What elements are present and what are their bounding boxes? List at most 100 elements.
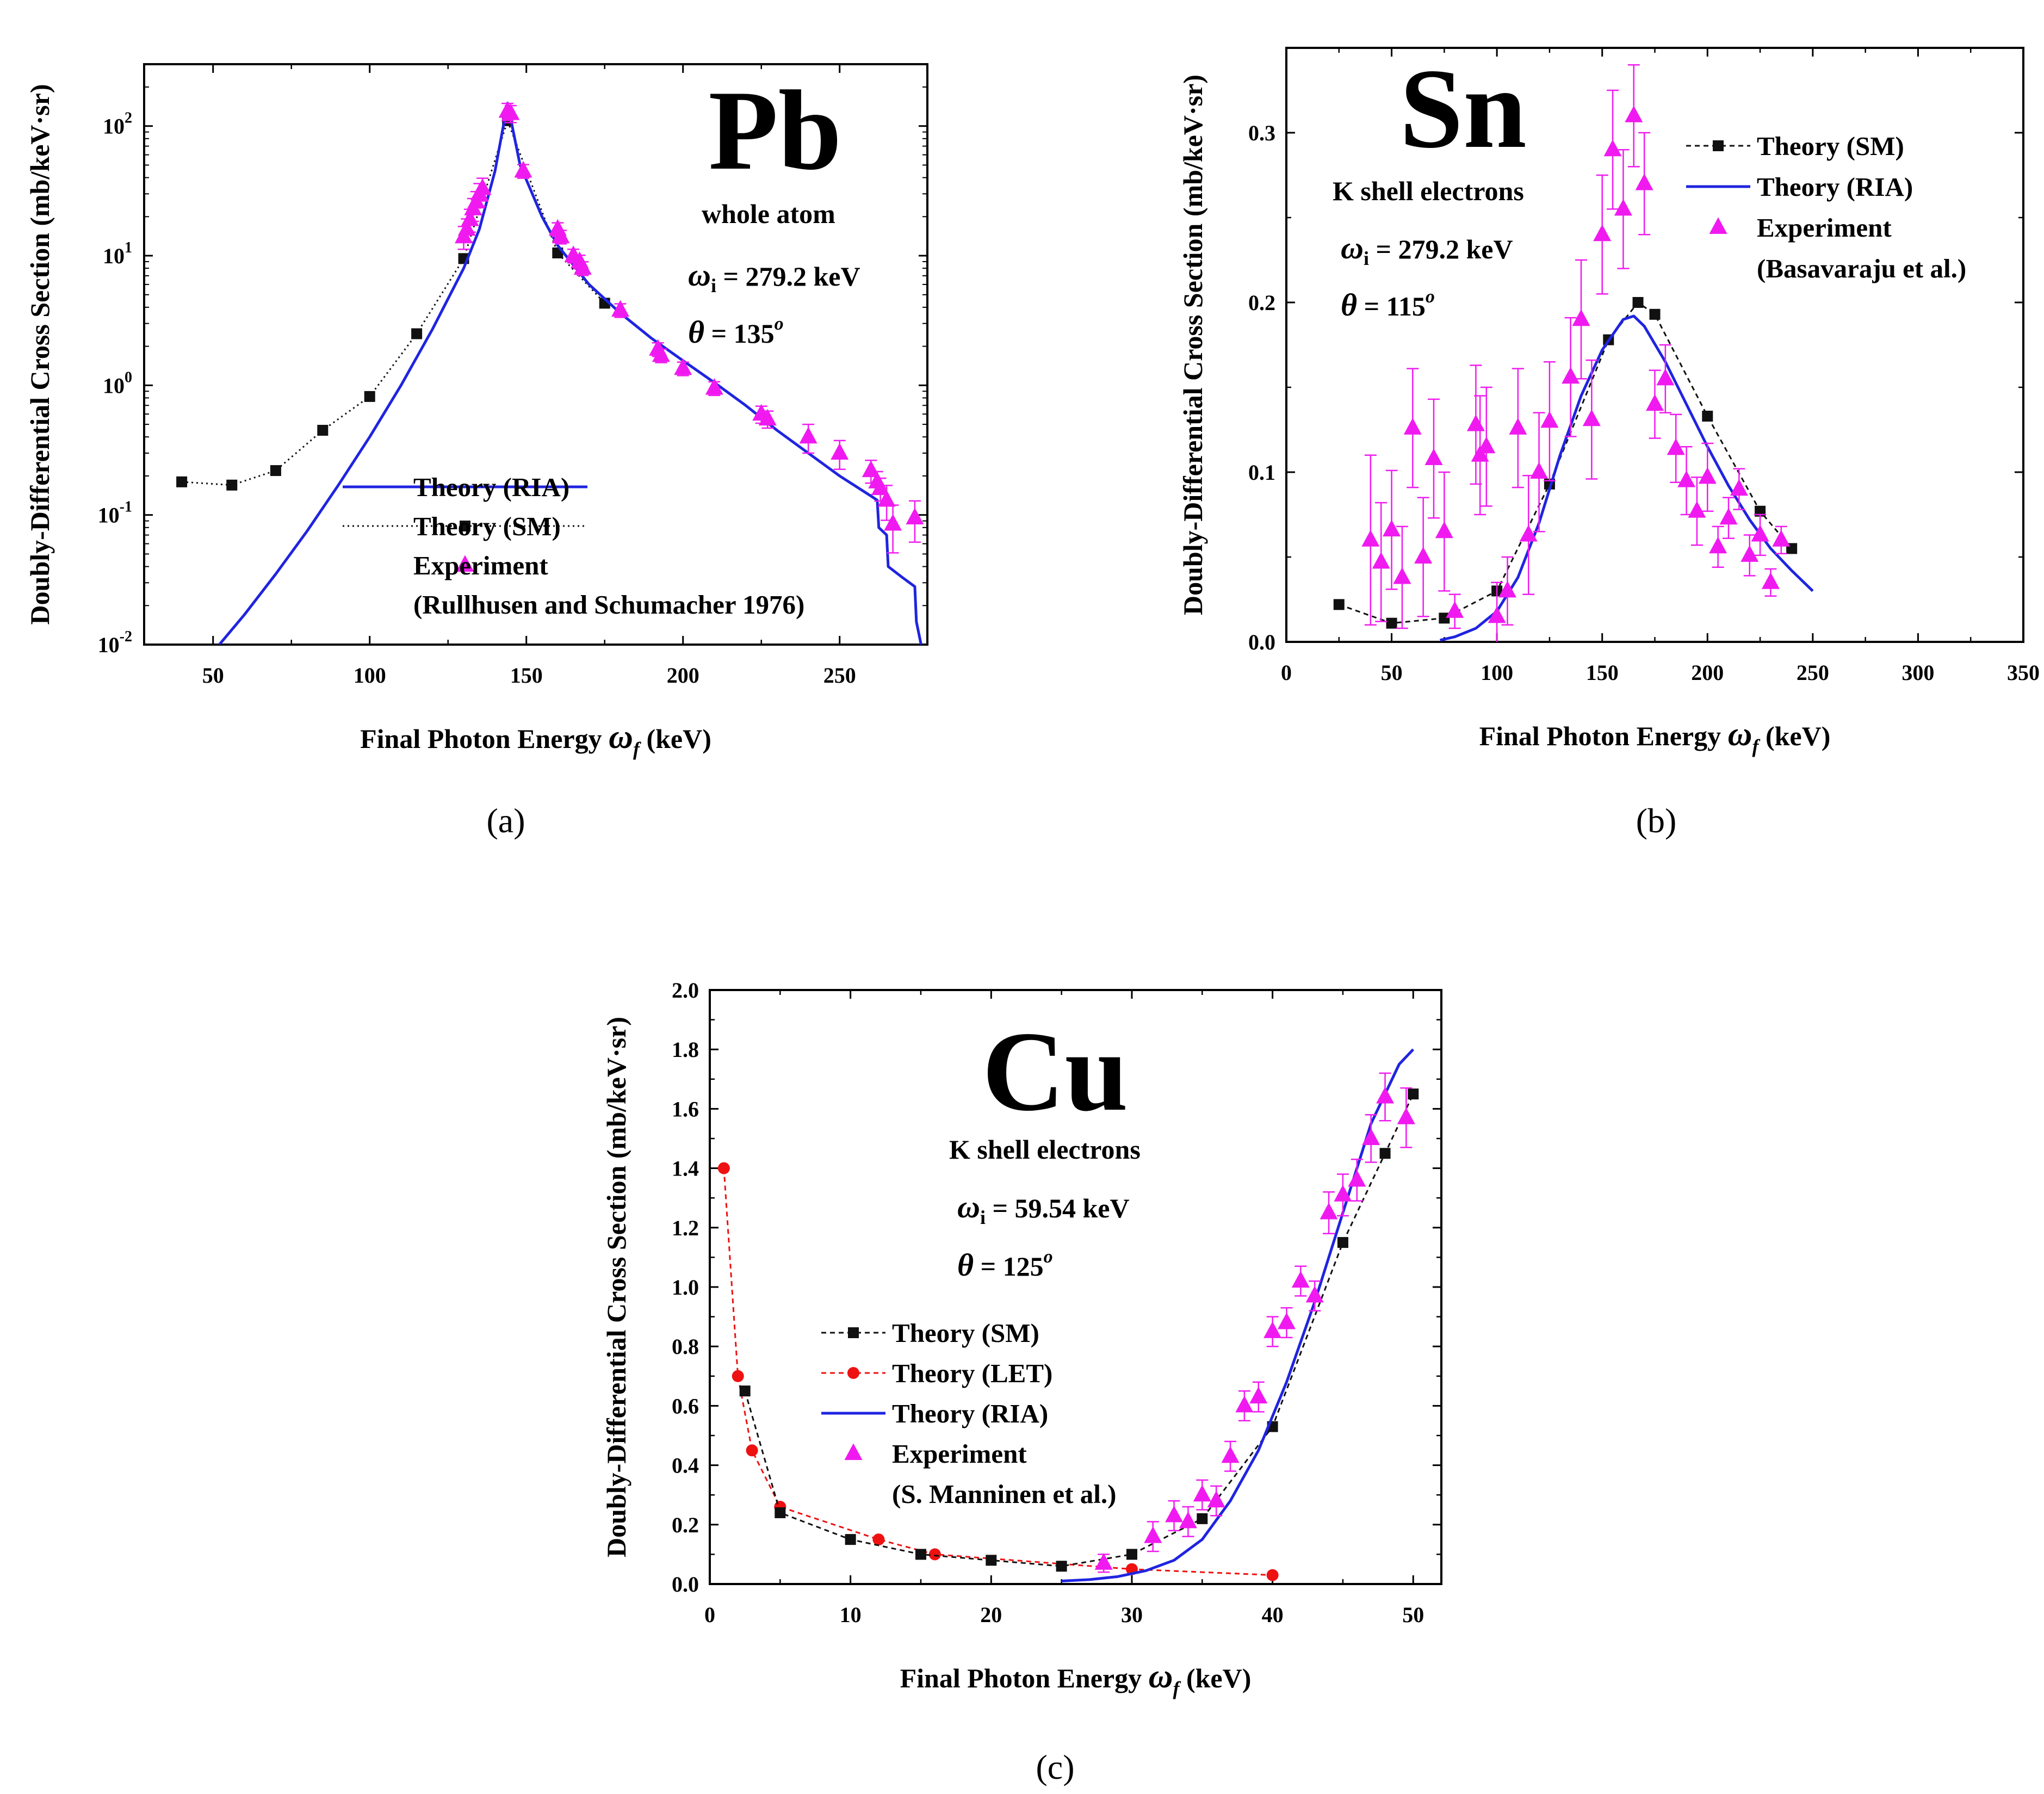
legend-sm-marker bbox=[460, 521, 470, 531]
exp-point bbox=[1435, 521, 1453, 539]
exp-point bbox=[611, 300, 630, 317]
x-tick-label: 50 bbox=[1381, 660, 1403, 685]
theta-annotation: θ = 115o bbox=[1341, 287, 1435, 323]
sm-point bbox=[1702, 411, 1713, 422]
legend-sm-marker bbox=[848, 1327, 859, 1338]
exp-point bbox=[1688, 501, 1706, 518]
x-axis-label: Final Photon Energy ωf (keV) bbox=[360, 719, 711, 760]
exp-point bbox=[906, 508, 924, 524]
sm-point bbox=[364, 391, 375, 402]
plot-area bbox=[717, 1048, 1419, 1583]
exp-point bbox=[1677, 471, 1696, 487]
sm-point bbox=[226, 479, 238, 491]
legend-label: Theory (SM) bbox=[413, 511, 561, 541]
y-tick-label-base: 10 bbox=[103, 114, 125, 139]
exp-point bbox=[1709, 536, 1727, 554]
y-axis-label: Doubly-Differential Cross Section (mb/ke… bbox=[24, 84, 55, 625]
let-point bbox=[1266, 1569, 1279, 1581]
exp-point bbox=[1094, 1553, 1113, 1570]
legend-label: Theory (LET) bbox=[892, 1358, 1052, 1388]
exp-point bbox=[1582, 409, 1601, 426]
let-point bbox=[928, 1548, 941, 1561]
x-tick-label: 50 bbox=[1402, 1603, 1424, 1627]
plot-frame bbox=[143, 63, 928, 646]
y-tick-label: 1.0 bbox=[672, 1275, 699, 1300]
legend-label: Experiment bbox=[413, 550, 548, 580]
exp-point bbox=[1772, 530, 1791, 547]
exp-point bbox=[1263, 1321, 1282, 1338]
y-tick-label: 10-2 bbox=[98, 628, 132, 657]
exp-point bbox=[871, 478, 890, 496]
exp-point bbox=[1667, 438, 1685, 455]
legend-label: Experiment bbox=[1757, 213, 1892, 243]
legend-label: Experiment bbox=[892, 1439, 1027, 1469]
exp-point bbox=[1249, 1387, 1268, 1404]
y-tick-label-base: 10 bbox=[103, 373, 125, 398]
theta-value: = 135 bbox=[704, 318, 775, 349]
exp-point bbox=[1393, 567, 1411, 584]
x-tick-label: 150 bbox=[1586, 660, 1619, 685]
exp-point bbox=[1348, 1170, 1366, 1187]
x-axis-label: Final Photon Energy ωf (keV) bbox=[900, 1658, 1252, 1699]
y-tick-label-exponent: 2 bbox=[125, 110, 132, 127]
exp-point bbox=[1144, 1526, 1162, 1543]
omega-annotation: ωi = 59.54 keV bbox=[957, 1189, 1130, 1228]
exp-point bbox=[877, 490, 896, 507]
exp-point bbox=[1614, 199, 1632, 216]
x-tick-label: 0 bbox=[1281, 660, 1292, 685]
sm-line bbox=[182, 118, 605, 486]
exp-point bbox=[1646, 394, 1664, 411]
sm-point bbox=[1386, 617, 1397, 629]
omega-annotation: ωi = 279.2 keV bbox=[1341, 230, 1513, 269]
plot-area bbox=[176, 101, 924, 645]
sm-point bbox=[1649, 308, 1661, 320]
x-axis-label-subscript: f bbox=[1752, 735, 1760, 757]
x-tick-label: 250 bbox=[823, 663, 856, 688]
exp-point bbox=[884, 514, 902, 531]
y-tick-label: 102 bbox=[103, 110, 132, 139]
let-point bbox=[717, 1162, 730, 1174]
exp-point bbox=[514, 160, 532, 178]
exp-point bbox=[674, 358, 692, 375]
x-axis-label-symbol: ω bbox=[609, 719, 633, 756]
exp-point bbox=[573, 258, 592, 275]
panel-caption: (b) bbox=[1636, 801, 1677, 840]
let-point bbox=[746, 1444, 758, 1457]
exp-point bbox=[1471, 445, 1489, 462]
exp-point bbox=[1403, 418, 1422, 435]
legend-exp-marker bbox=[456, 555, 474, 572]
exp-point bbox=[1334, 1185, 1352, 1202]
y-tick-label-base: 10 bbox=[98, 633, 120, 657]
exp-point bbox=[1719, 508, 1738, 525]
omega-symbol: ω bbox=[1341, 230, 1364, 265]
sm-point bbox=[1632, 297, 1644, 308]
omega-symbol: ω bbox=[957, 1189, 980, 1224]
sm-point bbox=[317, 425, 329, 436]
x-tick-label: 0 bbox=[704, 1603, 715, 1627]
y-tick-label: 100 bbox=[103, 369, 132, 398]
sm-point bbox=[270, 465, 281, 477]
exp-point bbox=[1207, 1490, 1225, 1508]
shell-annotation: K shell electrons bbox=[949, 1134, 1141, 1165]
exp-point bbox=[1361, 530, 1380, 547]
x-tick-label: 250 bbox=[1797, 660, 1829, 685]
shell-annotation: K shell electrons bbox=[1333, 176, 1524, 206]
omega-subscript: i bbox=[711, 275, 716, 296]
exp-point bbox=[1519, 524, 1538, 542]
y-tick-label: 1.4 bbox=[672, 1156, 699, 1181]
exp-point bbox=[1741, 545, 1759, 562]
panel-caption: (a) bbox=[486, 801, 525, 840]
exp-point bbox=[1540, 411, 1559, 428]
exp-point bbox=[862, 460, 880, 478]
sm-point bbox=[1439, 613, 1450, 624]
y-tick-label-exponent: 1 bbox=[125, 239, 132, 256]
let-point bbox=[872, 1533, 885, 1546]
x-axis-label-unit: (keV) bbox=[1758, 721, 1830, 751]
x-tick-label: 100 bbox=[354, 663, 386, 688]
exp-point bbox=[1477, 436, 1496, 454]
exp-point bbox=[705, 378, 723, 395]
legend-label: Theory (RIA) bbox=[892, 1399, 1048, 1428]
sm-point bbox=[1337, 1237, 1348, 1248]
